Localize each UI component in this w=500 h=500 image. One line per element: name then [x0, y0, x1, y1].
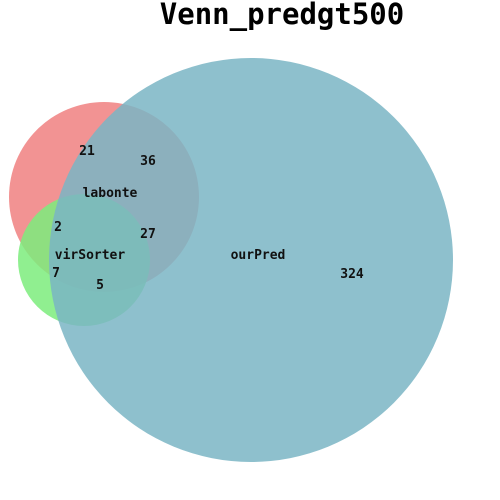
virSorter-set-label: virSorter	[55, 248, 126, 263]
count-labonte-virSorter: 2	[54, 220, 62, 235]
labonte-set-label: labonte	[83, 186, 138, 201]
set-labels: labonte virSorter ourPred	[55, 186, 286, 263]
ourPred-circle	[49, 58, 453, 462]
count-labonte-ourPred: 36	[140, 154, 156, 169]
region-counts: 21 36 2 27 7 5 324	[52, 144, 364, 293]
set-circles	[9, 58, 453, 462]
count-all-three: 27	[140, 227, 156, 242]
count-virSorter-only: 7	[52, 266, 60, 281]
count-ourPred-only: 324	[340, 267, 364, 282]
ourPred-set-label: ourPred	[231, 248, 286, 263]
diagram-title: Venn_predgt500	[160, 0, 404, 31]
count-labonte-only: 21	[79, 144, 95, 159]
count-virSorter-ourPred: 5	[96, 278, 104, 293]
